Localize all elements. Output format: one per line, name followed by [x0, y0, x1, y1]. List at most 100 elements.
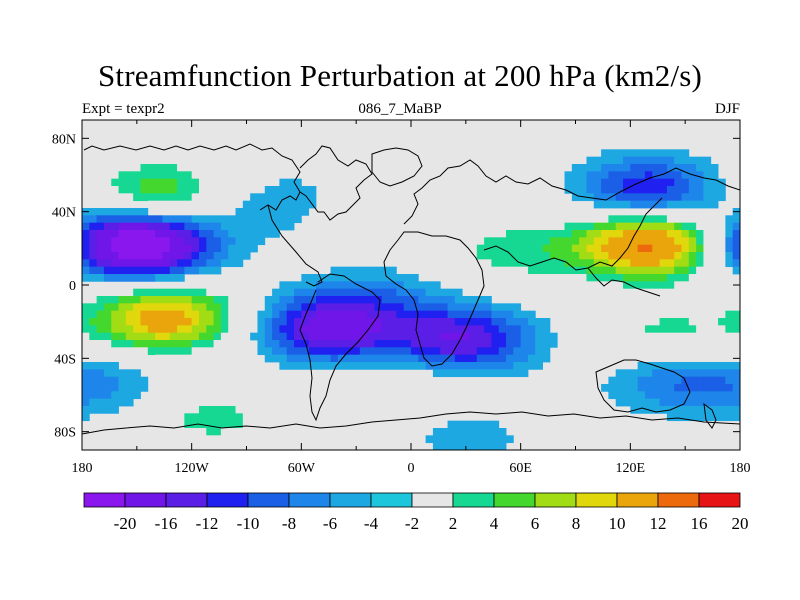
- heat-cell: [177, 222, 185, 231]
- heat-cell: [469, 222, 478, 231]
- heat-cell: [118, 288, 127, 297]
- heat-cell: [491, 369, 500, 378]
- heat-cell: [330, 362, 339, 370]
- heat-cell: [506, 237, 514, 246]
- heat-cell: [469, 259, 478, 268]
- heat-cell: [703, 391, 712, 400]
- heat-cell: [147, 252, 156, 260]
- heat-cell: [535, 354, 543, 363]
- heat-cell: [418, 281, 427, 290]
- heat-cell: [147, 296, 156, 304]
- heat-cell: [454, 325, 463, 334]
- heat-cell: [169, 156, 178, 165]
- heat-cell: [630, 376, 639, 385]
- heat-cell: [703, 296, 712, 304]
- heat-cell: [191, 303, 200, 312]
- heat-cell: [228, 237, 236, 246]
- heat-cell: [213, 186, 222, 194]
- heat-cell: [286, 296, 295, 304]
- heat-cell: [191, 230, 200, 238]
- heat-cell: [403, 200, 412, 209]
- heat-cell: [469, 332, 478, 341]
- heat-cell: [623, 340, 631, 348]
- heat-cell: [623, 303, 631, 312]
- heat-cell: [308, 186, 317, 194]
- heat-cell: [257, 428, 266, 436]
- heat-cell: [652, 303, 660, 312]
- heat-cell: [425, 178, 434, 187]
- heat-cell: [279, 178, 288, 187]
- heat-cell: [381, 230, 390, 238]
- heat-cell: [571, 215, 580, 224]
- heat-cell: [440, 230, 448, 238]
- heat-cell: [133, 369, 141, 378]
- heat-cell: [454, 252, 463, 260]
- heat-cell: [177, 200, 185, 209]
- heat-cell: [147, 288, 156, 297]
- heat-cell: [659, 230, 668, 238]
- heat-cell: [718, 296, 726, 304]
- coastline-australia: [595, 359, 691, 413]
- heat-cell: [652, 178, 660, 187]
- heat-cell: [374, 215, 383, 224]
- heat-cell: [644, 274, 653, 282]
- heat-cell: [96, 310, 105, 319]
- heat-cell: [213, 325, 222, 334]
- heat-cell: [96, 208, 105, 216]
- heat-cell: [374, 303, 383, 312]
- heat-cell: [96, 362, 105, 370]
- heat-cell: [103, 222, 112, 231]
- heat-cell: [96, 171, 105, 180]
- colorbar-label: -2: [405, 514, 419, 533]
- heat-cell: [732, 252, 740, 260]
- heat-cell: [710, 178, 719, 187]
- heat-cell: [462, 332, 470, 341]
- heat-cell: [659, 178, 668, 187]
- heat-cell: [630, 178, 639, 187]
- heat-cell: [513, 310, 522, 319]
- heat-cell: [571, 259, 580, 268]
- heat-cell: [352, 288, 361, 297]
- heat-cell: [111, 186, 119, 194]
- heat-cell: [155, 178, 163, 187]
- heat-cell: [337, 296, 346, 304]
- heat-cell: [491, 149, 500, 158]
- heat-cell: [666, 413, 675, 422]
- heat-cell: [432, 281, 441, 290]
- heat-cell: [177, 420, 185, 429]
- colorbar-label: -6: [323, 514, 337, 533]
- heat-cell: [630, 164, 639, 172]
- colorbar-label: -8: [282, 514, 296, 533]
- colorbar-box: [575, 492, 618, 508]
- heat-cell: [315, 362, 324, 370]
- heat-cell: [206, 428, 214, 436]
- heat-cell: [674, 252, 682, 260]
- heat-cell: [96, 384, 105, 392]
- heat-cell: [396, 296, 405, 304]
- heat-cell: [623, 237, 631, 246]
- heat-cell: [571, 230, 580, 238]
- heat-cell: [411, 222, 419, 231]
- heat-cell: [476, 237, 485, 246]
- heat-cell: [506, 266, 514, 275]
- heat-cell: [732, 310, 740, 319]
- heat-cell: [476, 340, 485, 348]
- heat-cell: [228, 435, 236, 444]
- heat-cell: [469, 156, 478, 165]
- heat-cell: [454, 156, 463, 165]
- heat-cell: [571, 222, 580, 231]
- heat-cell: [608, 244, 617, 253]
- heat-cell: [352, 266, 361, 275]
- heat-cell: [403, 142, 412, 150]
- heat-cell: [608, 230, 617, 238]
- heat-cell: [111, 244, 119, 253]
- heat-cell: [491, 303, 500, 312]
- heat-cell: [272, 406, 280, 414]
- heat-cell: [593, 215, 602, 224]
- heat-cell: [235, 310, 244, 319]
- heat-cell: [162, 266, 171, 275]
- heat-cell: [206, 259, 214, 268]
- heat-cell: [623, 310, 631, 319]
- heat-cell: [696, 178, 704, 187]
- heat-cell: [301, 208, 310, 216]
